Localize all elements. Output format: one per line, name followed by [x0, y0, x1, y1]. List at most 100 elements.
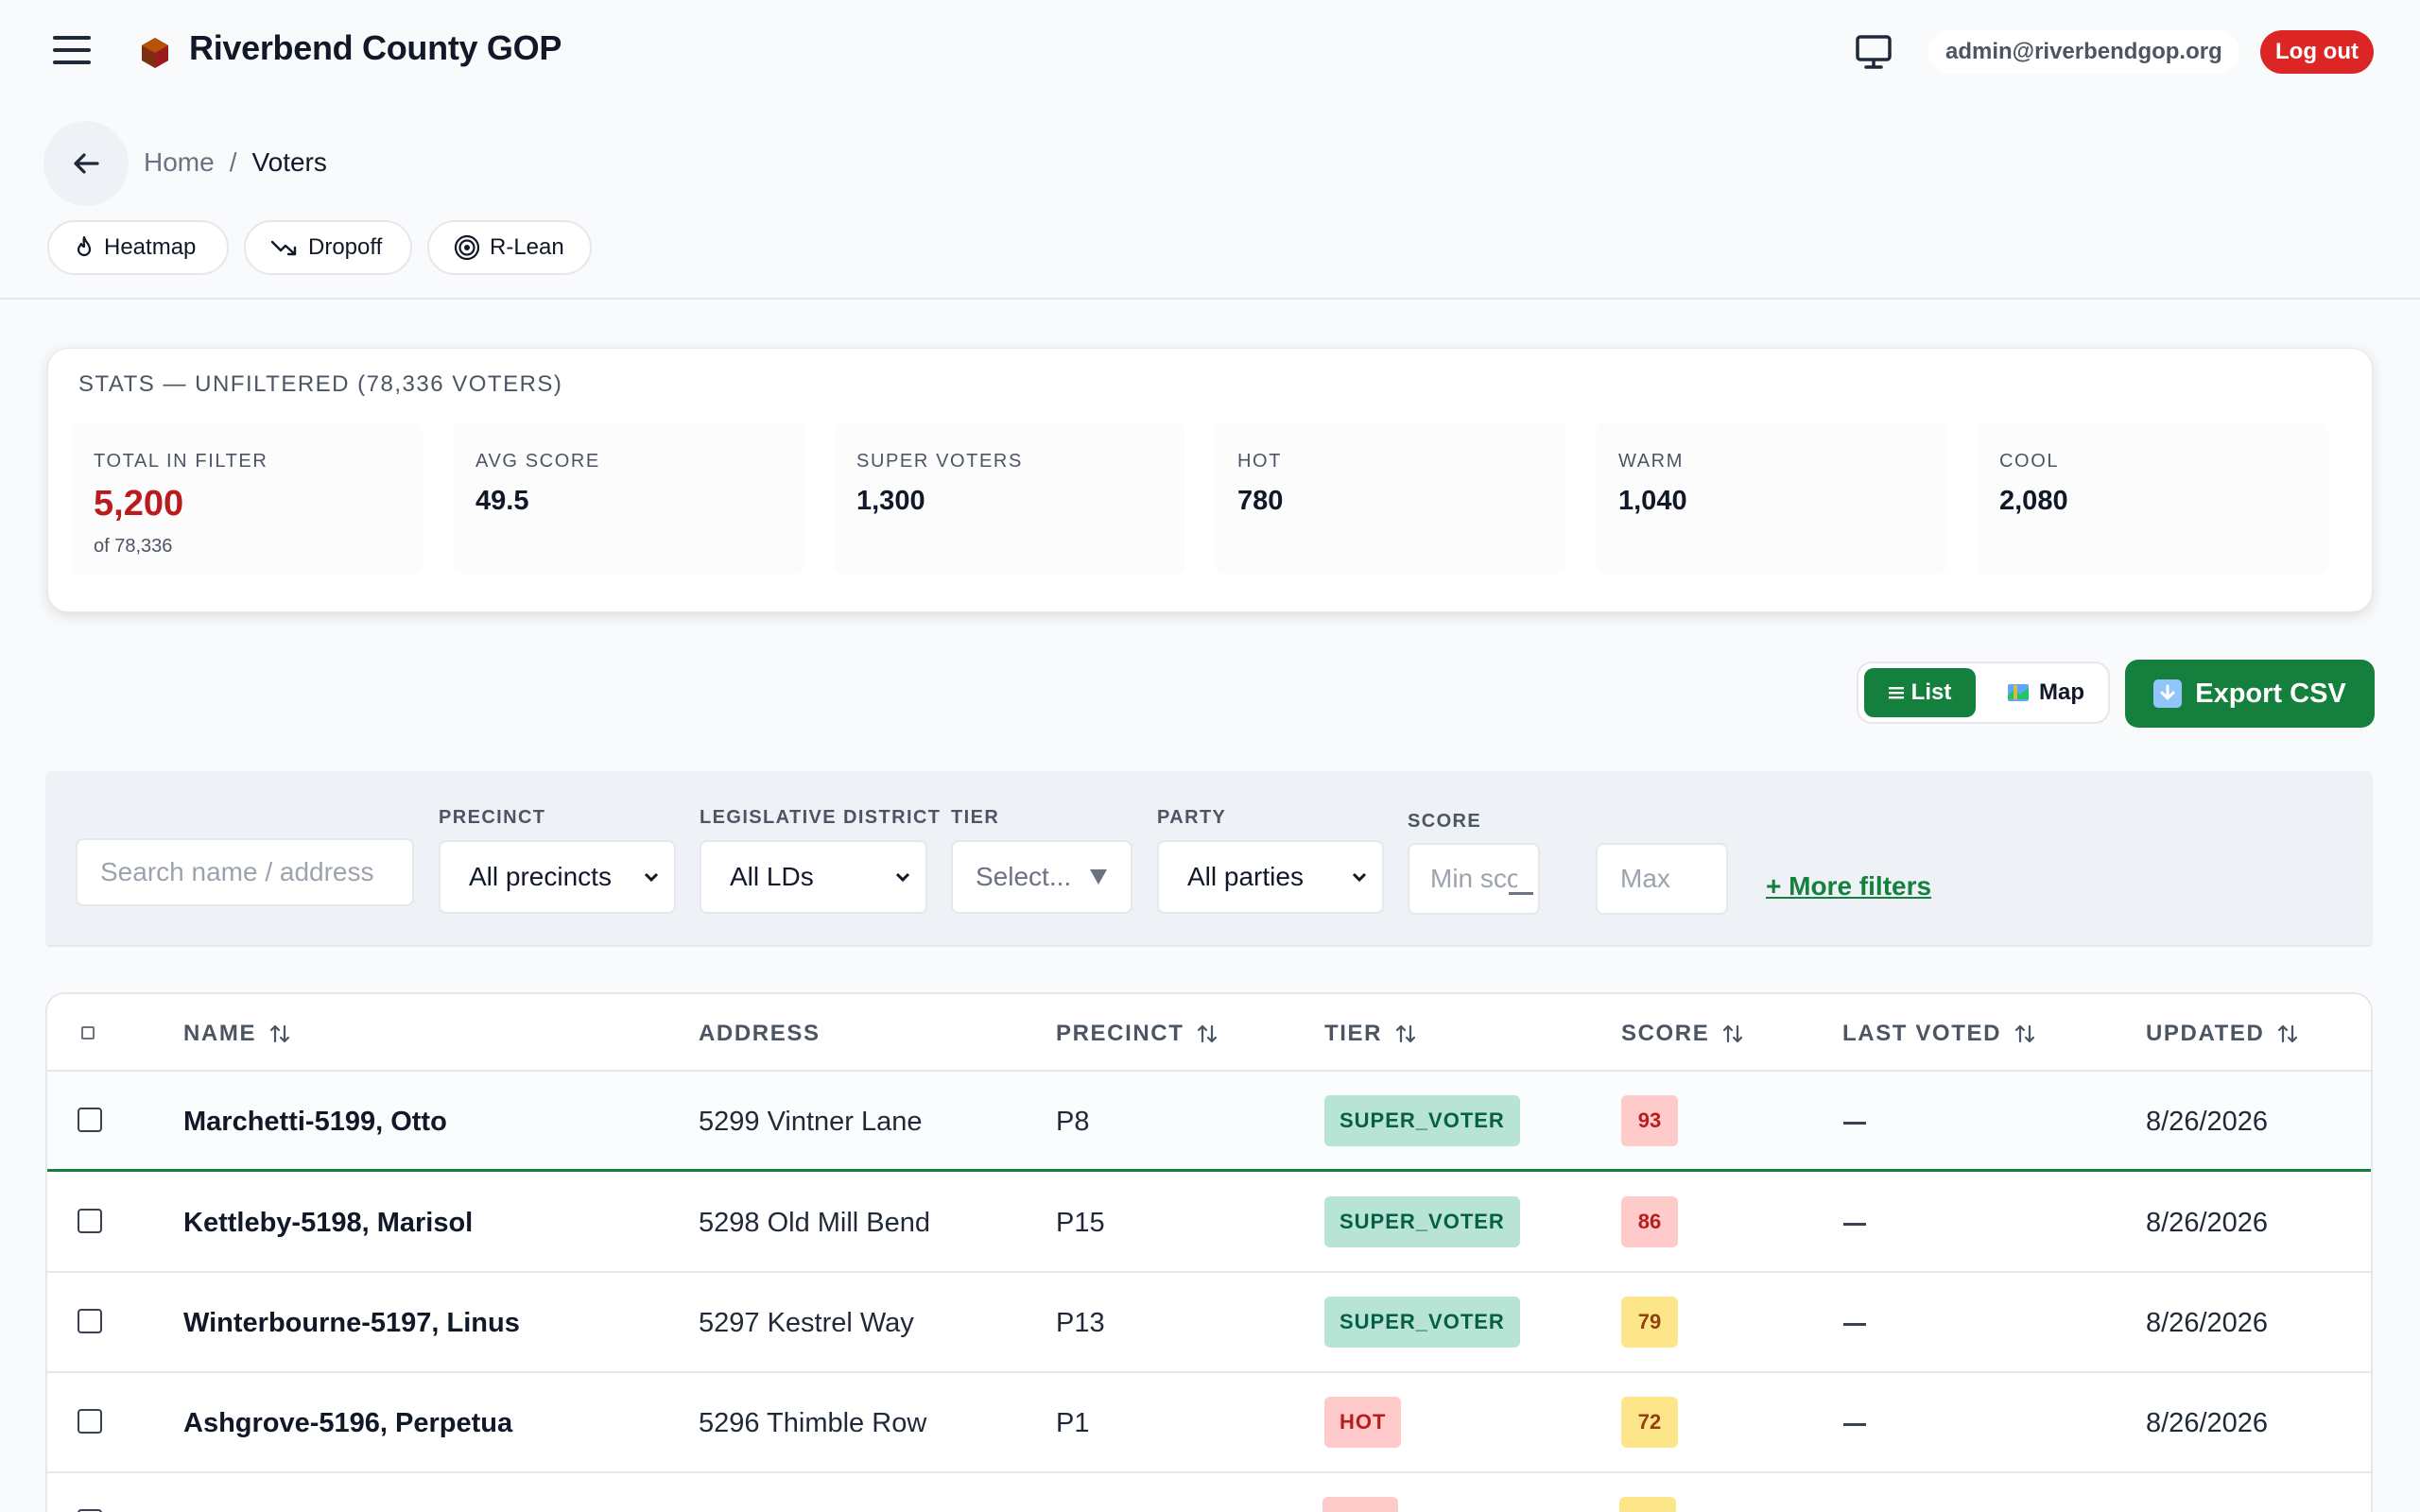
column-last-voted[interactable]: LAST VOTED: [1842, 1021, 2035, 1047]
last-voted-empty: [1843, 1423, 1866, 1426]
download-icon: [2153, 679, 2183, 708]
row-checkbox[interactable]: [78, 1509, 102, 1512]
score-badge: 86: [1621, 1196, 1678, 1247]
party-select[interactable]: All parties: [1157, 840, 1384, 914]
more-filters-link[interactable]: + More filters: [1766, 871, 1932, 901]
score-max-input[interactable]: [1596, 843, 1728, 915]
stat-cool: COOL 2,080: [1977, 422, 2328, 574]
voter-updated: 8/26/2026: [2146, 1208, 2269, 1238]
export-csv-label: Export CSV: [2195, 678, 2346, 709]
column-address-label: ADDRESS: [699, 1021, 821, 1046]
stat-value: 1,040: [1618, 486, 1687, 516]
column-updated[interactable]: UPDATED: [2146, 1021, 2298, 1047]
sort-icon[interactable]: [2277, 1023, 2298, 1044]
voter-name[interactable]: Winterbourne-5197, Linus: [183, 1308, 520, 1338]
map-view-label: Map: [2039, 679, 2084, 705]
score-badge: 79: [1621, 1297, 1678, 1348]
sort-icon[interactable]: [269, 1023, 290, 1044]
voter-updated: 8/26/2026: [2146, 1408, 2269, 1438]
column-score[interactable]: SCORE: [1621, 1021, 1743, 1047]
heatmap-label: Heatmap: [104, 234, 197, 260]
voter-precinct: P1: [1056, 1408, 1090, 1438]
score-badge: 72: [1621, 1397, 1678, 1448]
stat-label: AVG SCORE: [475, 451, 600, 472]
voter-precinct: P8: [1056, 1107, 1090, 1137]
triangle-down-icon: [1090, 869, 1107, 885]
voter-name[interactable]: Ashgrove-5196, Perpetua: [183, 1408, 513, 1438]
range-separator: [1509, 892, 1533, 895]
table-row[interactable]: Ashgrove-5196, Perpetua 5296 Thimble Row…: [47, 1373, 2371, 1473]
legislative-district-label: LEGISLATIVE DISTRICT: [700, 807, 942, 828]
breadcrumb-current: Voters: [251, 147, 327, 177]
export-csv-button[interactable]: Export CSV: [2125, 660, 2375, 728]
voter-address: 5299 Vintner Lane: [699, 1107, 923, 1137]
party-select-value: All parties: [1187, 862, 1304, 891]
tier-badge: SUPER_VOTER: [1324, 1196, 1520, 1247]
row-checkbox[interactable]: [78, 1209, 102, 1233]
back-button[interactable]: [43, 121, 129, 206]
score-badge-partial: [1619, 1497, 1676, 1512]
tier-badge: HOT: [1324, 1397, 1402, 1448]
search-input[interactable]: [76, 838, 414, 906]
list-view-label: List: [1910, 679, 1952, 705]
list-view-button[interactable]: List: [1864, 668, 1976, 717]
row-checkbox[interactable]: [78, 1409, 102, 1434]
stats-title: STATS — UNFILTERED (78,336 VOTERS): [78, 371, 563, 397]
flame-icon: [77, 235, 92, 257]
column-precinct[interactable]: PRECINCT: [1056, 1021, 1218, 1047]
table-row-partial[interactable]: [47, 1473, 2371, 1512]
breadcrumb: Home / Voters: [144, 147, 327, 178]
table-row[interactable]: Kettleby-5198, Marisol 5298 Old Mill Ben…: [47, 1173, 2371, 1273]
sort-icon[interactable]: [1722, 1023, 1743, 1044]
voter-name[interactable]: Marchetti-5199, Otto: [183, 1107, 447, 1137]
stat-avg-score: AVG SCORE 49.5: [453, 422, 804, 574]
map-view-button[interactable]: Map: [1987, 668, 2104, 717]
stat-subtext: of 78,336: [94, 536, 173, 557]
logout-button[interactable]: Log out: [2260, 30, 2374, 74]
column-address: ADDRESS: [699, 1021, 821, 1047]
brand-title: Riverbend County GOP: [189, 28, 562, 67]
sort-icon[interactable]: [2014, 1023, 2035, 1044]
stat-hot: HOT 780: [1215, 422, 1566, 574]
stat-super-voters: SUPER VOTERS 1,300: [834, 422, 1185, 574]
table-row[interactable]: Winterbourne-5197, Linus 5297 Kestrel Wa…: [47, 1273, 2371, 1373]
row-checkbox[interactable]: [78, 1108, 102, 1132]
party-label: PARTY: [1157, 807, 1227, 828]
precinct-select[interactable]: All precincts: [439, 840, 676, 914]
breadcrumb-home[interactable]: Home: [144, 147, 215, 177]
tier-select-value: Select...: [976, 862, 1072, 891]
voter-precinct: P13: [1056, 1308, 1105, 1338]
menu-icon[interactable]: [53, 36, 91, 68]
header-divider: [0, 298, 2420, 300]
r-lean-link[interactable]: R-Lean: [427, 220, 592, 275]
legislative-district-value: All LDs: [730, 862, 814, 891]
voter-address: 5296 Thimble Row: [699, 1408, 927, 1438]
column-tier[interactable]: TIER: [1324, 1021, 1416, 1047]
tier-select[interactable]: Select...: [951, 840, 1132, 914]
column-name[interactable]: NAME: [183, 1021, 290, 1047]
column-precinct-label: PRECINCT: [1056, 1021, 1184, 1046]
select-all-checkbox[interactable]: [81, 1026, 95, 1040]
stat-value: 49.5: [475, 486, 529, 516]
voter-address: 5298 Old Mill Bend: [699, 1208, 931, 1238]
chevron-down-icon: [644, 872, 659, 883]
tier-badge-partial: [1322, 1497, 1398, 1512]
column-name-label: NAME: [183, 1021, 257, 1046]
sort-icon[interactable]: [1395, 1023, 1416, 1044]
table-row[interactable]: Marchetti-5199, Otto 5299 Vintner Lane P…: [47, 1072, 2371, 1172]
legislative-district-select[interactable]: All LDs: [700, 840, 927, 914]
arrow-left-icon: [74, 153, 99, 174]
user-email: admin@riverbendgop.org: [1928, 30, 2239, 74]
score-min-input[interactable]: [1408, 843, 1540, 915]
view-toggle: List Map: [1857, 662, 2110, 724]
stat-value: 780: [1237, 486, 1284, 516]
monitor-icon[interactable]: [1855, 34, 1893, 70]
sort-icon[interactable]: [1197, 1023, 1218, 1044]
voter-name[interactable]: Kettleby-5198, Marisol: [183, 1208, 474, 1238]
table-header: NAME ADDRESS PRECINCT TIER SCORE LAST VO…: [47, 994, 2371, 1072]
dropoff-link[interactable]: Dropoff: [244, 220, 412, 275]
row-checkbox[interactable]: [78, 1309, 102, 1333]
stat-value: 2,080: [1999, 486, 2068, 516]
heatmap-link[interactable]: Heatmap: [47, 220, 229, 275]
column-tier-label: TIER: [1324, 1021, 1383, 1046]
